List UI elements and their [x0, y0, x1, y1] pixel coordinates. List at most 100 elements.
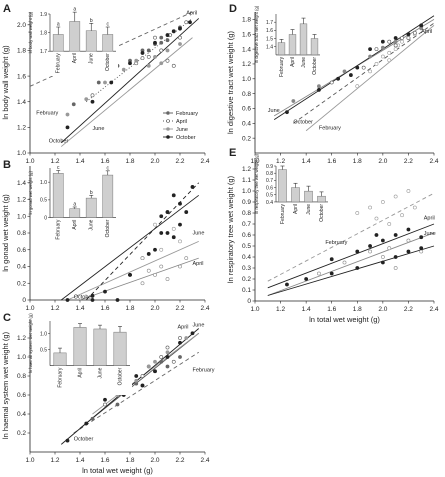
data-point-february — [71, 102, 76, 107]
data-point-june — [387, 246, 392, 251]
y-tick-label: 0.6 — [17, 392, 26, 399]
y-tick-label: 0.6 — [242, 106, 251, 113]
y-tick-label: 1.0 — [17, 213, 26, 220]
data-point-april — [374, 233, 379, 237]
inset-y-tick-label: 1.9 — [40, 12, 47, 18]
data-point-february — [115, 402, 120, 407]
inset-bar — [85, 197, 97, 218]
inset-category-label: October — [312, 57, 318, 75]
data-point-february — [153, 247, 157, 252]
data-point-october — [165, 33, 170, 37]
data-point-february — [380, 200, 385, 204]
panel-E: E1.0 1.2 1.4 1.6 1.8 2.0 2.2 2.400.10.20.30.40.… — [226, 147, 439, 324]
inset-significance-letter: c — [107, 22, 110, 28]
data-point-october — [406, 32, 411, 37]
data-point-october — [103, 397, 107, 402]
data-point-april — [368, 244, 372, 248]
data-point-february — [159, 214, 164, 219]
data-point-june — [159, 61, 164, 66]
y-tick-label: 1.2 — [17, 335, 26, 342]
inset-category-label: February — [58, 367, 64, 388]
line-label: February — [36, 111, 58, 117]
inset-y-tick-label: 0.5 — [40, 198, 47, 204]
data-point-october — [419, 23, 424, 28]
inset-bar — [277, 42, 286, 56]
inset-y-tick-label: 1.7 — [266, 20, 273, 26]
x-tick-label: 1.6 — [327, 158, 336, 165]
inset-category-label: February — [56, 219, 62, 240]
x-tick-label: 1.0 — [25, 305, 34, 312]
x-tick-label: 1.4 — [75, 158, 84, 165]
inset-bar — [291, 187, 300, 203]
data-point-february — [355, 84, 360, 89]
y-tick-label: 0.6 — [17, 247, 26, 254]
legend-label: April — [176, 119, 187, 125]
inset-significance-letter: a — [57, 22, 60, 28]
data-point-october — [419, 246, 424, 251]
data-point-february — [393, 194, 398, 199]
inset-y-tick-label: 0.5 — [40, 347, 47, 353]
inset-y-tick-label: 0.7 — [266, 178, 273, 184]
y-tick-label: 0.4 — [242, 121, 251, 128]
data-point-june — [342, 69, 347, 74]
data-point-february — [387, 58, 392, 63]
inset-category-label: October — [105, 53, 111, 71]
data-point-october — [153, 369, 157, 374]
x-tick-label: 1.2 — [50, 305, 59, 312]
inset-bar — [317, 195, 326, 203]
inset-category-label: June — [306, 204, 312, 215]
x-tick-label: 1.4 — [75, 305, 84, 312]
y-tick-label: 0.7 — [242, 221, 251, 228]
panel-letter: E — [229, 147, 236, 159]
data-point-october — [140, 383, 145, 388]
line-label: February — [193, 367, 215, 373]
legend-marker — [166, 135, 170, 139]
data-point-october — [178, 340, 182, 345]
x-tick-label: 1.2 — [50, 457, 59, 464]
line-label: October — [74, 294, 94, 300]
data-point-april — [165, 345, 170, 350]
data-point-april — [178, 264, 182, 269]
y-tick-label: 1.2 — [17, 125, 26, 132]
x-tick-label: 1.8 — [353, 306, 362, 313]
data-point-february — [412, 205, 417, 210]
y-tick-label: 1.2 — [17, 197, 26, 204]
inset-bar — [69, 208, 81, 218]
x-tick-label: 2.0 — [150, 457, 159, 464]
data-point-june — [165, 350, 170, 355]
inset-category-label: April — [78, 368, 84, 378]
y-tick-label: 1.6 — [17, 73, 26, 80]
data-point-june — [380, 255, 385, 259]
data-point-october — [178, 201, 182, 206]
inset-bar — [85, 30, 97, 52]
data-point-april — [171, 359, 176, 364]
inset-bar — [288, 34, 297, 56]
data-point-april — [159, 355, 164, 359]
data-point-october — [90, 298, 95, 302]
data-point-june — [184, 336, 189, 340]
x-tick-label: 2.2 — [175, 305, 184, 312]
line-label: April — [178, 325, 189, 331]
inset-category-label: June — [98, 367, 104, 378]
panel-letter: A — [3, 3, 11, 15]
inset-y-tick-label: 1.7 — [40, 49, 47, 55]
data-point-april — [165, 277, 170, 281]
x-tick-label: 2.0 — [378, 158, 387, 165]
data-point-june — [121, 67, 126, 72]
data-point-february — [374, 62, 379, 66]
data-point-april — [419, 235, 424, 240]
inset-y-label: ln haemal system wet weight (g) — [28, 313, 33, 373]
x-tick-label: 1.0 — [250, 306, 259, 313]
inset-y-tick-label: 1.5 — [266, 36, 273, 42]
y-tick-label: 1.2 — [242, 166, 251, 173]
data-point-june — [159, 247, 164, 252]
data-point-april — [412, 30, 417, 35]
data-point-february — [90, 293, 95, 298]
data-point-june — [153, 54, 157, 59]
line-label: April — [424, 216, 435, 222]
data-point-february — [355, 211, 360, 215]
inset-bar-chart: 0.5 1.0 ln haemal system wet weight (g) Feb… — [28, 313, 132, 395]
inset-y-label: ln body wall weight (g) — [28, 11, 33, 53]
line-label: October — [49, 139, 69, 145]
x-tick-label: 1.4 — [302, 306, 311, 313]
